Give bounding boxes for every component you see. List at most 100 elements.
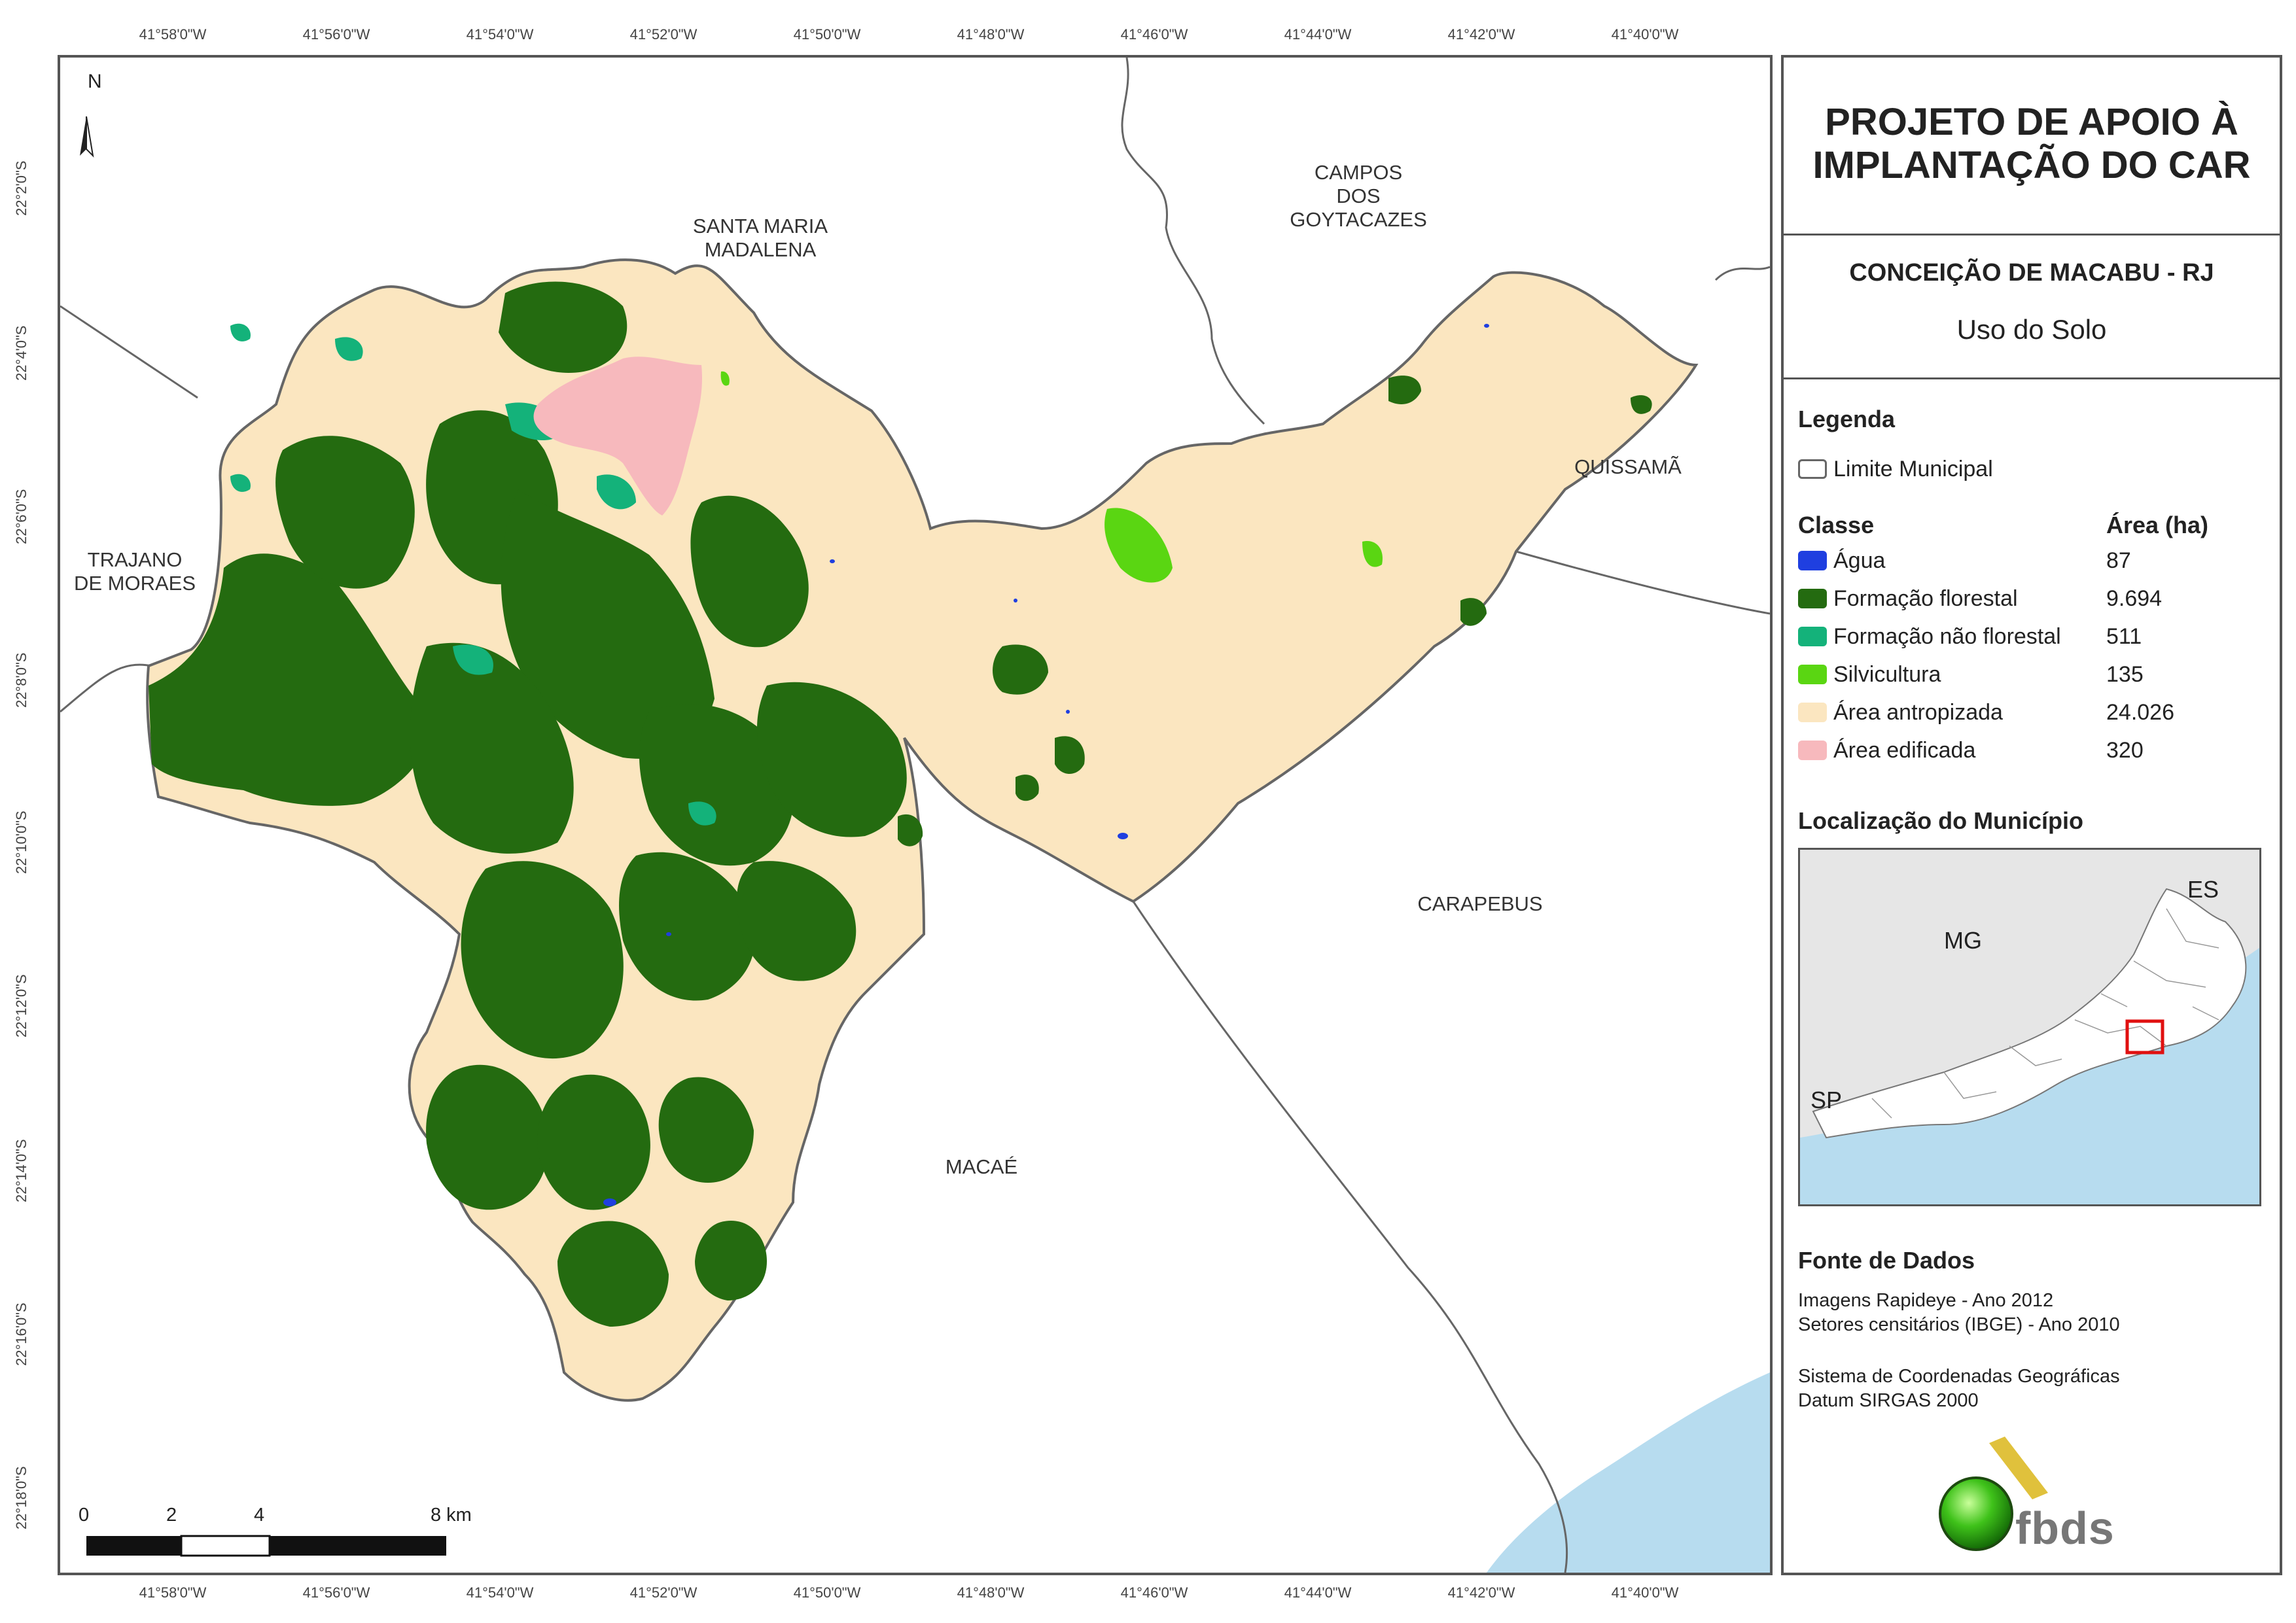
north-label: N: [88, 71, 102, 92]
top-lon-label: 41°58'0"W: [139, 26, 207, 43]
municipality-box: CONCEIÇÃO DE MACABU - RJ Uso do Solo: [1782, 236, 2281, 379]
north-arrow-icon: [80, 116, 94, 158]
legend-label: Água: [1833, 548, 1886, 573]
forest-swatch: [1798, 589, 1827, 608]
class-header: Classe: [1798, 512, 1875, 538]
left-lat-label: 22°16'0"S: [13, 1302, 29, 1366]
municipality-name: CONCEIÇÃO DE MACABU - RJ: [1849, 259, 2214, 287]
legend-item-built: Área edificada: [1798, 737, 1976, 763]
scale-label-8: 8 km: [431, 1505, 472, 1526]
map-subtitle: Uso do Solo: [1956, 314, 2107, 345]
source-line: Imagens Rapideye - Ano 2012: [1798, 1290, 2054, 1311]
left-lat-label: 22°18'0"S: [13, 1466, 29, 1529]
fbds-logo: fbds: [1937, 1437, 2133, 1554]
bottom-lon-label: 41°58'0"W: [139, 1584, 207, 1601]
forest-patches: [149, 281, 1652, 1327]
scale-label-4: 4: [254, 1505, 265, 1526]
legend-area: 9.694: [2106, 586, 2163, 611]
municipal-boundaries: [60, 58, 1770, 1573]
silviculture-patches: [720, 371, 1383, 583]
scale-label-2: 2: [166, 1505, 177, 1526]
scale-label-0: 0: [79, 1505, 90, 1526]
bottom-lon-label: 41°44'0"W: [1284, 1584, 1352, 1601]
inset-label-es: ES: [2187, 876, 2219, 903]
location-title: Localização do Município: [1798, 807, 2084, 834]
legend-area: 24.026: [2106, 700, 2174, 725]
boundary-swatch: [1798, 459, 1827, 479]
inset-label-sp: SP: [1810, 1087, 1843, 1113]
map-frame: [58, 55, 1773, 1575]
left-lat-label: 22°2'0"S: [13, 160, 29, 216]
location-inset: ES MG SP: [1798, 848, 2261, 1206]
legend-title: Legenda: [1798, 406, 1896, 432]
left-lat-label: 22°10'0"S: [13, 811, 29, 874]
legend-label: Área edificada: [1833, 737, 1976, 763]
inset-map: [1800, 888, 2259, 1204]
bottom-lon-label: 41°54'0"W: [466, 1584, 534, 1601]
bottom-lon-label: 41°40'0"W: [1611, 1584, 1679, 1601]
legend-area: 87: [2106, 548, 2131, 573]
place-campos: CAMPOS DOS GOYTACAZES: [1290, 161, 1427, 231]
legend-label: Formação não florestal: [1833, 623, 2061, 649]
top-lon-label: 41°40'0"W: [1611, 26, 1679, 43]
rj-state: [1812, 888, 2247, 1139]
bottom-lon-label: 41°48'0"W: [957, 1584, 1025, 1601]
left-lat-label: 22°8'0"S: [13, 652, 29, 708]
logo-mark-icon: [1939, 1437, 2048, 1551]
place-santa-maria: SANTA MARIA MADALENA: [692, 215, 828, 261]
place-carapebus: CARAPEBUS: [1417, 892, 1543, 915]
panel-title: PROJETO DE APOIO À IMPLANTAÇÃO DO CAR: [1812, 101, 2251, 186]
sources-title: Fonte de Dados: [1798, 1247, 1975, 1274]
legend-area: 511: [2106, 624, 2142, 649]
municipality-highlight: [2125, 1019, 2164, 1055]
top-lon-label: 41°54'0"W: [466, 26, 534, 43]
top-lon-label: 41°48'0"W: [957, 26, 1025, 43]
info-panel: [1781, 55, 2282, 1575]
top-lon-label: 41°46'0"W: [1120, 26, 1188, 43]
top-lon-label: 41°52'0"W: [629, 26, 698, 43]
legend-item-nonforest: Formação não florestal: [1798, 623, 2061, 649]
legend-label: Formação florestal: [1833, 585, 2018, 611]
top-lon-label: 41°44'0"W: [1284, 26, 1352, 43]
legend-item-agua: Água: [1798, 548, 1886, 573]
crs-line: Datum SIRGAS 2000: [1798, 1390, 1979, 1411]
legend-label: Área antropizada: [1833, 699, 2003, 725]
built-swatch: [1798, 741, 1827, 760]
crs-line: Sistema de Coordenadas Geográficas: [1798, 1366, 2120, 1387]
left-lat-label: 22°6'0"S: [13, 489, 29, 544]
source-line: Setores censitários (IBGE) - Ano 2010: [1798, 1314, 2120, 1335]
sea-area: [1487, 1372, 1770, 1573]
legend-item-forest: Formação florestal: [1798, 585, 2018, 611]
silviculture-swatch: [1798, 665, 1827, 684]
agua-swatch: [1798, 551, 1827, 570]
logo-text: fbds: [2015, 1503, 2115, 1554]
bottom-lon-label: 41°42'0"W: [1447, 1584, 1515, 1601]
built-area: [533, 357, 702, 515]
area-header: Área (ha): [2106, 512, 2209, 538]
left-lat-label: 22°12'0"S: [13, 974, 29, 1038]
top-lon-label: 41°42'0"W: [1447, 26, 1515, 43]
anthropized-swatch: [1798, 703, 1827, 722]
legend-boundary: Limite Municipal: [1798, 457, 1993, 481]
legend-item-silviculture: Silvicultura: [1798, 661, 1941, 687]
bottom-lon-label: 41°56'0"W: [302, 1584, 370, 1601]
top-lon-label: 41°56'0"W: [302, 26, 370, 43]
bottom-lon-label: 41°52'0"W: [629, 1584, 698, 1601]
map-canvas: [60, 58, 1770, 1573]
place-trajano: TRAJANO DE MORAES: [73, 548, 196, 595]
inset-label-mg: MG: [1944, 927, 1982, 954]
scale-bar: [86, 1535, 446, 1557]
left-lat-label: 22°14'0"S: [13, 1139, 29, 1202]
legend-label: Silvicultura: [1833, 661, 1941, 687]
legend-area: 135: [2106, 662, 2144, 687]
water-patches: [603, 324, 1489, 1206]
left-lat-label: 22°4'0"S: [13, 325, 29, 381]
place-quissama: QUISSAMÃ: [1574, 455, 1682, 478]
top-lon-label: 41°50'0"W: [793, 26, 861, 43]
legend-item-anthropized: Área antropizada: [1798, 699, 2003, 725]
bottom-lon-label: 41°50'0"W: [793, 1584, 861, 1601]
title-box: PROJETO DE APOIO À IMPLANTAÇÃO DO CAR: [1782, 58, 2281, 236]
bottom-lon-label: 41°46'0"W: [1120, 1584, 1188, 1601]
place-macae: MACAÉ: [945, 1155, 1018, 1178]
legend-area: 320: [2106, 738, 2144, 763]
